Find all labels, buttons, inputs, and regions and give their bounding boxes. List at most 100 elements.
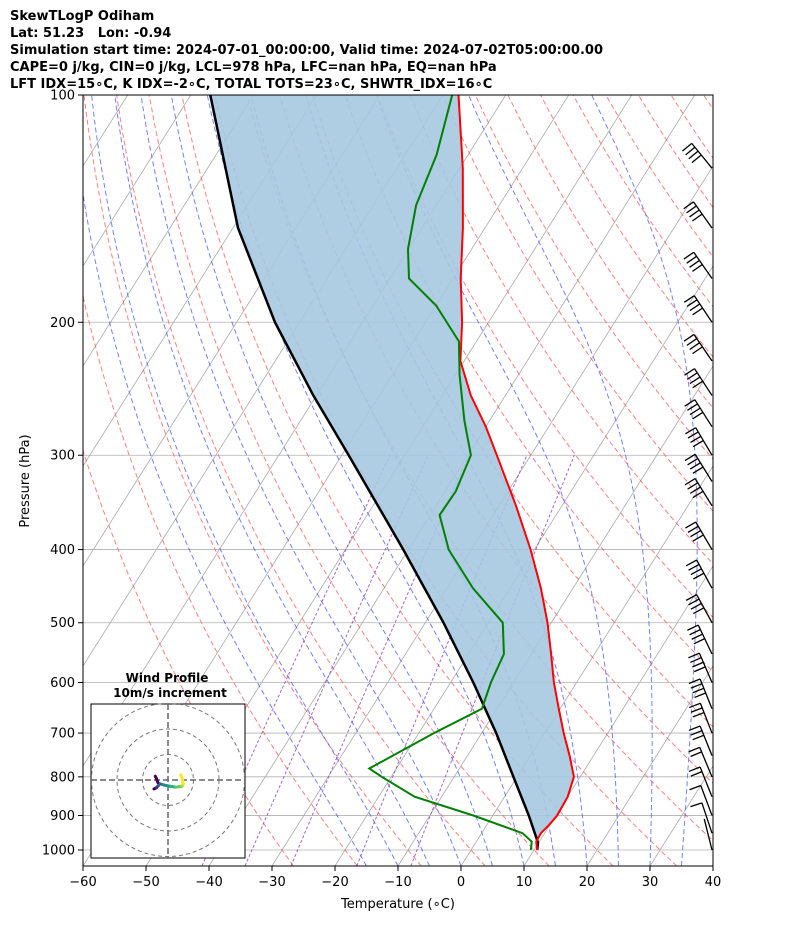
x-tick-label: 0 [457,875,465,890]
wind-barb-flag [688,746,700,753]
inset-subtitle: 10m/s increment [113,686,227,700]
wind-barb-staff [693,295,713,323]
dewpoint-profile-line [367,95,533,851]
wind-barb-flag [692,440,704,448]
wind-barb-flag [692,734,705,741]
wind-barb-staff [696,594,713,624]
wind-barb-flag [685,594,697,601]
wind-barb-flag [692,346,703,355]
x-tick-label: −20 [321,875,348,890]
wind-barb-flag [690,683,703,689]
wind-barb-flag [688,766,701,773]
wind-barb-flag [694,692,706,699]
wind-barb-flag [692,661,704,668]
wind-barb [682,142,713,169]
wind-barb-flag [683,201,694,210]
y-tick-label: 700 [50,727,75,742]
wind-barb-flag [692,411,704,420]
index-line: LFT IDX=15∘C, K IDX=-2∘C, TOTAL TOTS=23∘… [10,77,493,92]
wind-barb [685,521,713,550]
x-tick-label: −10 [384,875,411,890]
wind-barb-flag [690,568,702,576]
wind-barb-flag [684,478,696,486]
moist-adiabat [114,95,430,866]
dry-adiabat [311,95,713,728]
wind-barb-staff [699,678,713,709]
dry-adiabat [116,95,486,866]
dry-adiabat [507,95,713,409]
wind-barb-flag [689,462,701,470]
wind-profile-inset: Wind Profile 10m/s increment [90,671,246,859]
isotherm-line [0,95,2,866]
x-tick-label: −50 [132,875,159,890]
x-axis: −60 −50 −40 −30 −20 −10 0 10 20 30 40 [69,866,721,890]
wind-barb-flag [689,486,701,494]
wind-barb-flag [683,333,695,342]
dry-adiabat [736,95,794,866]
wind-barb-flag [687,525,699,533]
wind-barb-flag [687,457,699,466]
isotherm-line [776,95,794,866]
wind-barb-flag [685,146,696,156]
wind-barb-flag [691,154,702,164]
wind-barb-flag [684,76,692,84]
wind-barb [684,368,713,396]
wind-barb-flag [692,264,703,272]
x-axis-title: Temperature (∘C) [340,897,455,912]
wind-barb-flag [684,368,695,376]
wind-barb [683,201,713,229]
wind-barb-flag [692,711,705,718]
wind-barb [687,624,713,655]
chart-header: SkewTLogP Odiham Lat: 51.23 Lon: -0.94 S… [10,8,603,93]
wind-barb-flag [686,205,697,214]
wind-barb-flag [689,342,700,351]
wind-barb-flag [689,629,701,636]
hodograph-segment [179,773,184,781]
wind-barb-flag [692,307,703,316]
parcel-profile-line [209,95,540,851]
dry-adiabat [83,293,358,866]
hodograph-segment [153,774,159,781]
wind-barb-flag [689,303,701,312]
wind-barb-staff [699,747,713,778]
dry-adiabat [181,95,614,866]
isotherm-line [83,95,318,467]
wind-barb-flag [690,602,702,610]
wind-barb-flag [692,213,703,222]
wind-barb-flag [693,607,705,615]
wind-barb-staff [693,334,713,362]
wind-barb-flag [687,482,699,490]
wind-barb-flag [689,407,701,416]
temperature-profile-line [457,95,575,851]
y-tick-label: 100 [50,89,75,104]
moist-adiabat [375,95,619,866]
wind-barb-flag [688,652,700,659]
wind-barb [688,746,713,778]
wind-barb-flag [690,530,702,538]
wind-barb-flag [687,431,699,439]
dry-adiabat [344,95,713,673]
wind-barb-flag [685,521,697,529]
x-tick-label: −60 [69,875,96,890]
dry-adiabat [703,95,713,110]
wind-barb-staff [694,399,713,428]
isotherm-line [271,165,713,866]
wind-barb-flag [689,784,701,791]
wind-barb-flag [683,251,695,260]
wind-barb-flag [690,771,703,777]
isotherm-line [523,565,713,866]
isotherm-line [586,665,713,866]
wind-barb-flag [684,453,696,462]
mixing-ratio-line [410,455,575,866]
y-axis: 1000 900 800 700 600 500 400 300 200 100 [42,89,83,859]
wind-barb-flag [690,802,703,808]
wind-barb [683,295,713,323]
wind-barb-flag [689,209,700,218]
wind-barb-flag [694,666,706,673]
wind-barb [685,559,713,589]
wind-barb-flag [690,435,702,443]
y-tick-label: 900 [50,809,75,824]
wind-barb [685,427,713,456]
dry-adiabat [377,95,713,619]
